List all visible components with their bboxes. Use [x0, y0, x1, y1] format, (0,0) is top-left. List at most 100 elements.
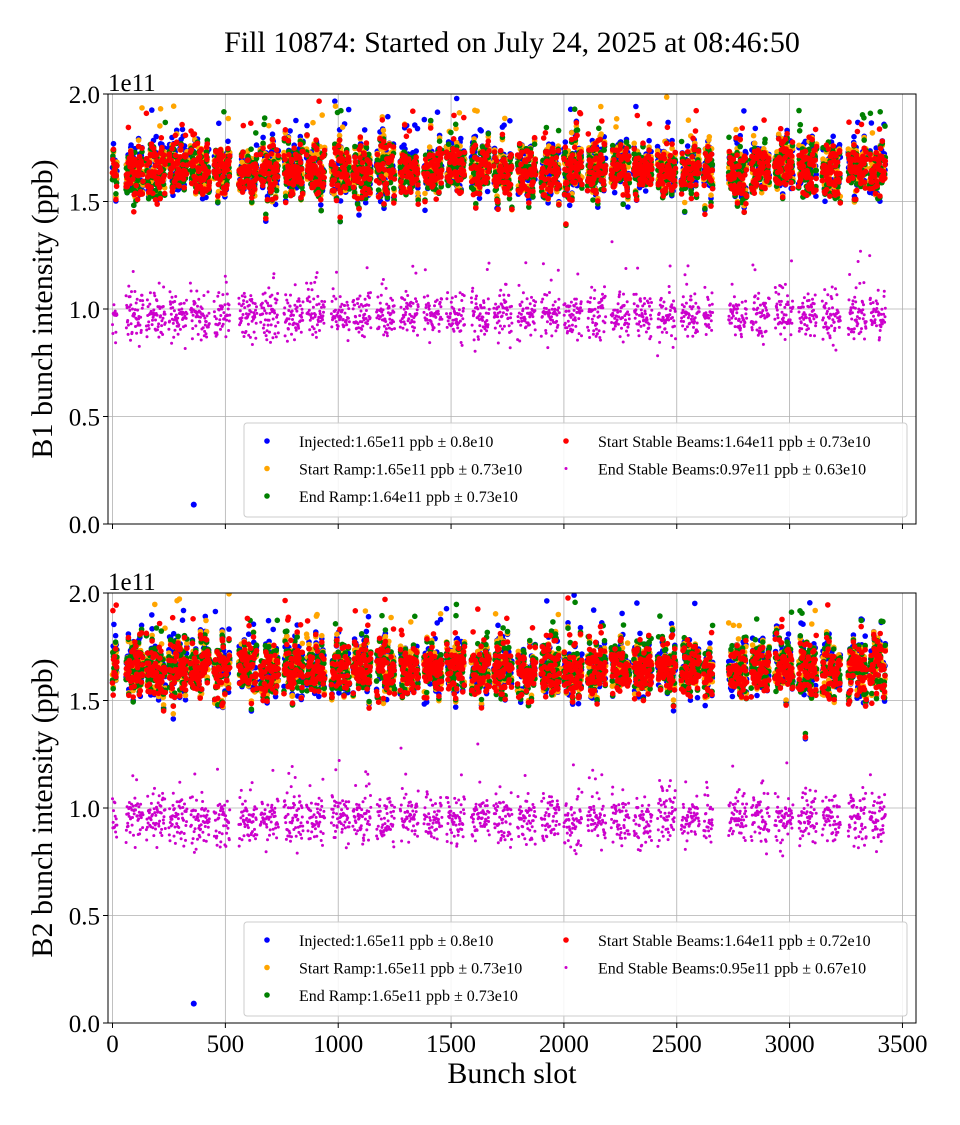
data-point — [435, 109, 441, 115]
data-point — [415, 190, 421, 196]
data-point — [226, 116, 232, 122]
data-point — [261, 122, 267, 128]
data-point — [180, 127, 186, 133]
data-point — [283, 194, 289, 200]
data-point — [113, 191, 119, 197]
data-point — [422, 191, 428, 197]
data-point — [485, 189, 491, 195]
data-point — [225, 139, 231, 145]
data-point — [737, 144, 743, 150]
y-tick-label: 2.0 — [69, 82, 100, 109]
data-point — [413, 148, 419, 154]
data-point — [415, 126, 421, 132]
data-point — [136, 137, 142, 143]
data-point — [486, 131, 492, 137]
data-point — [507, 118, 513, 124]
data-point — [458, 136, 464, 142]
data-point — [304, 123, 310, 129]
data-point — [216, 121, 222, 127]
data-point — [869, 120, 875, 126]
data-point — [679, 139, 685, 145]
data-point — [318, 202, 324, 208]
data-point — [157, 123, 163, 129]
data-point — [532, 141, 538, 147]
data-point — [362, 127, 368, 133]
data-point — [422, 208, 428, 214]
data-point — [682, 209, 688, 215]
data-point — [319, 112, 325, 118]
data-point — [664, 94, 670, 100]
data-point — [346, 107, 352, 113]
data-point — [612, 190, 618, 196]
data-point — [851, 134, 857, 140]
data-point — [437, 138, 443, 144]
data-point — [318, 208, 324, 214]
data-point — [381, 128, 387, 134]
y-offset-label: 1e11 — [108, 70, 156, 97]
data-point — [474, 108, 480, 114]
data-point — [338, 108, 344, 114]
y-tick-label: 1.0 — [69, 297, 100, 324]
data-point — [262, 115, 268, 121]
data-point — [752, 141, 758, 147]
data-point — [682, 200, 688, 206]
y-tick-label: 1.5 — [69, 190, 100, 217]
data-point — [572, 106, 578, 112]
data-point — [221, 109, 227, 115]
data-point — [310, 120, 316, 126]
data-point — [830, 134, 836, 140]
data-point — [689, 191, 695, 197]
data-point — [598, 131, 604, 137]
data-point — [741, 108, 747, 114]
data-point — [751, 133, 757, 139]
data-point — [590, 197, 596, 203]
data-point — [422, 117, 428, 123]
data-point — [753, 126, 759, 132]
data-point — [563, 150, 569, 156]
data-point — [643, 188, 649, 194]
data-point — [266, 123, 272, 129]
data-point — [596, 126, 602, 132]
data-point — [726, 135, 732, 141]
data-point — [260, 140, 266, 146]
data-point — [391, 186, 397, 192]
data-point — [502, 116, 508, 122]
data-point — [111, 141, 117, 147]
data-point — [340, 124, 346, 130]
data-point — [454, 96, 460, 102]
data-point — [685, 143, 691, 149]
data-point — [665, 120, 671, 126]
x-axis-label: Bunch slot — [447, 1057, 577, 1090]
data-point — [356, 212, 362, 218]
data-point — [253, 130, 259, 136]
y-tick-label: 0.0 — [69, 512, 100, 539]
data-point — [171, 103, 177, 109]
data-point — [478, 128, 484, 134]
data-point — [625, 204, 631, 210]
data-point — [567, 203, 573, 209]
data-point — [270, 131, 276, 137]
data-point — [544, 125, 550, 131]
data-point — [453, 122, 459, 128]
data-point — [448, 130, 454, 136]
data-point — [153, 134, 159, 140]
data-point — [620, 202, 626, 208]
data-point — [385, 114, 391, 120]
data-point — [501, 122, 507, 128]
data-point — [575, 127, 581, 133]
data-point — [733, 127, 739, 133]
data-point — [427, 144, 433, 150]
data-point — [248, 146, 254, 152]
data-point — [556, 128, 562, 134]
data-point — [707, 134, 713, 140]
data-point — [822, 199, 828, 205]
data-point — [870, 130, 876, 136]
y-axis-label: B1 bunch intensity (ppb) — [26, 159, 59, 458]
data-point — [646, 138, 652, 144]
data-point — [149, 107, 155, 113]
data-point — [710, 162, 716, 168]
data-point — [428, 118, 434, 124]
